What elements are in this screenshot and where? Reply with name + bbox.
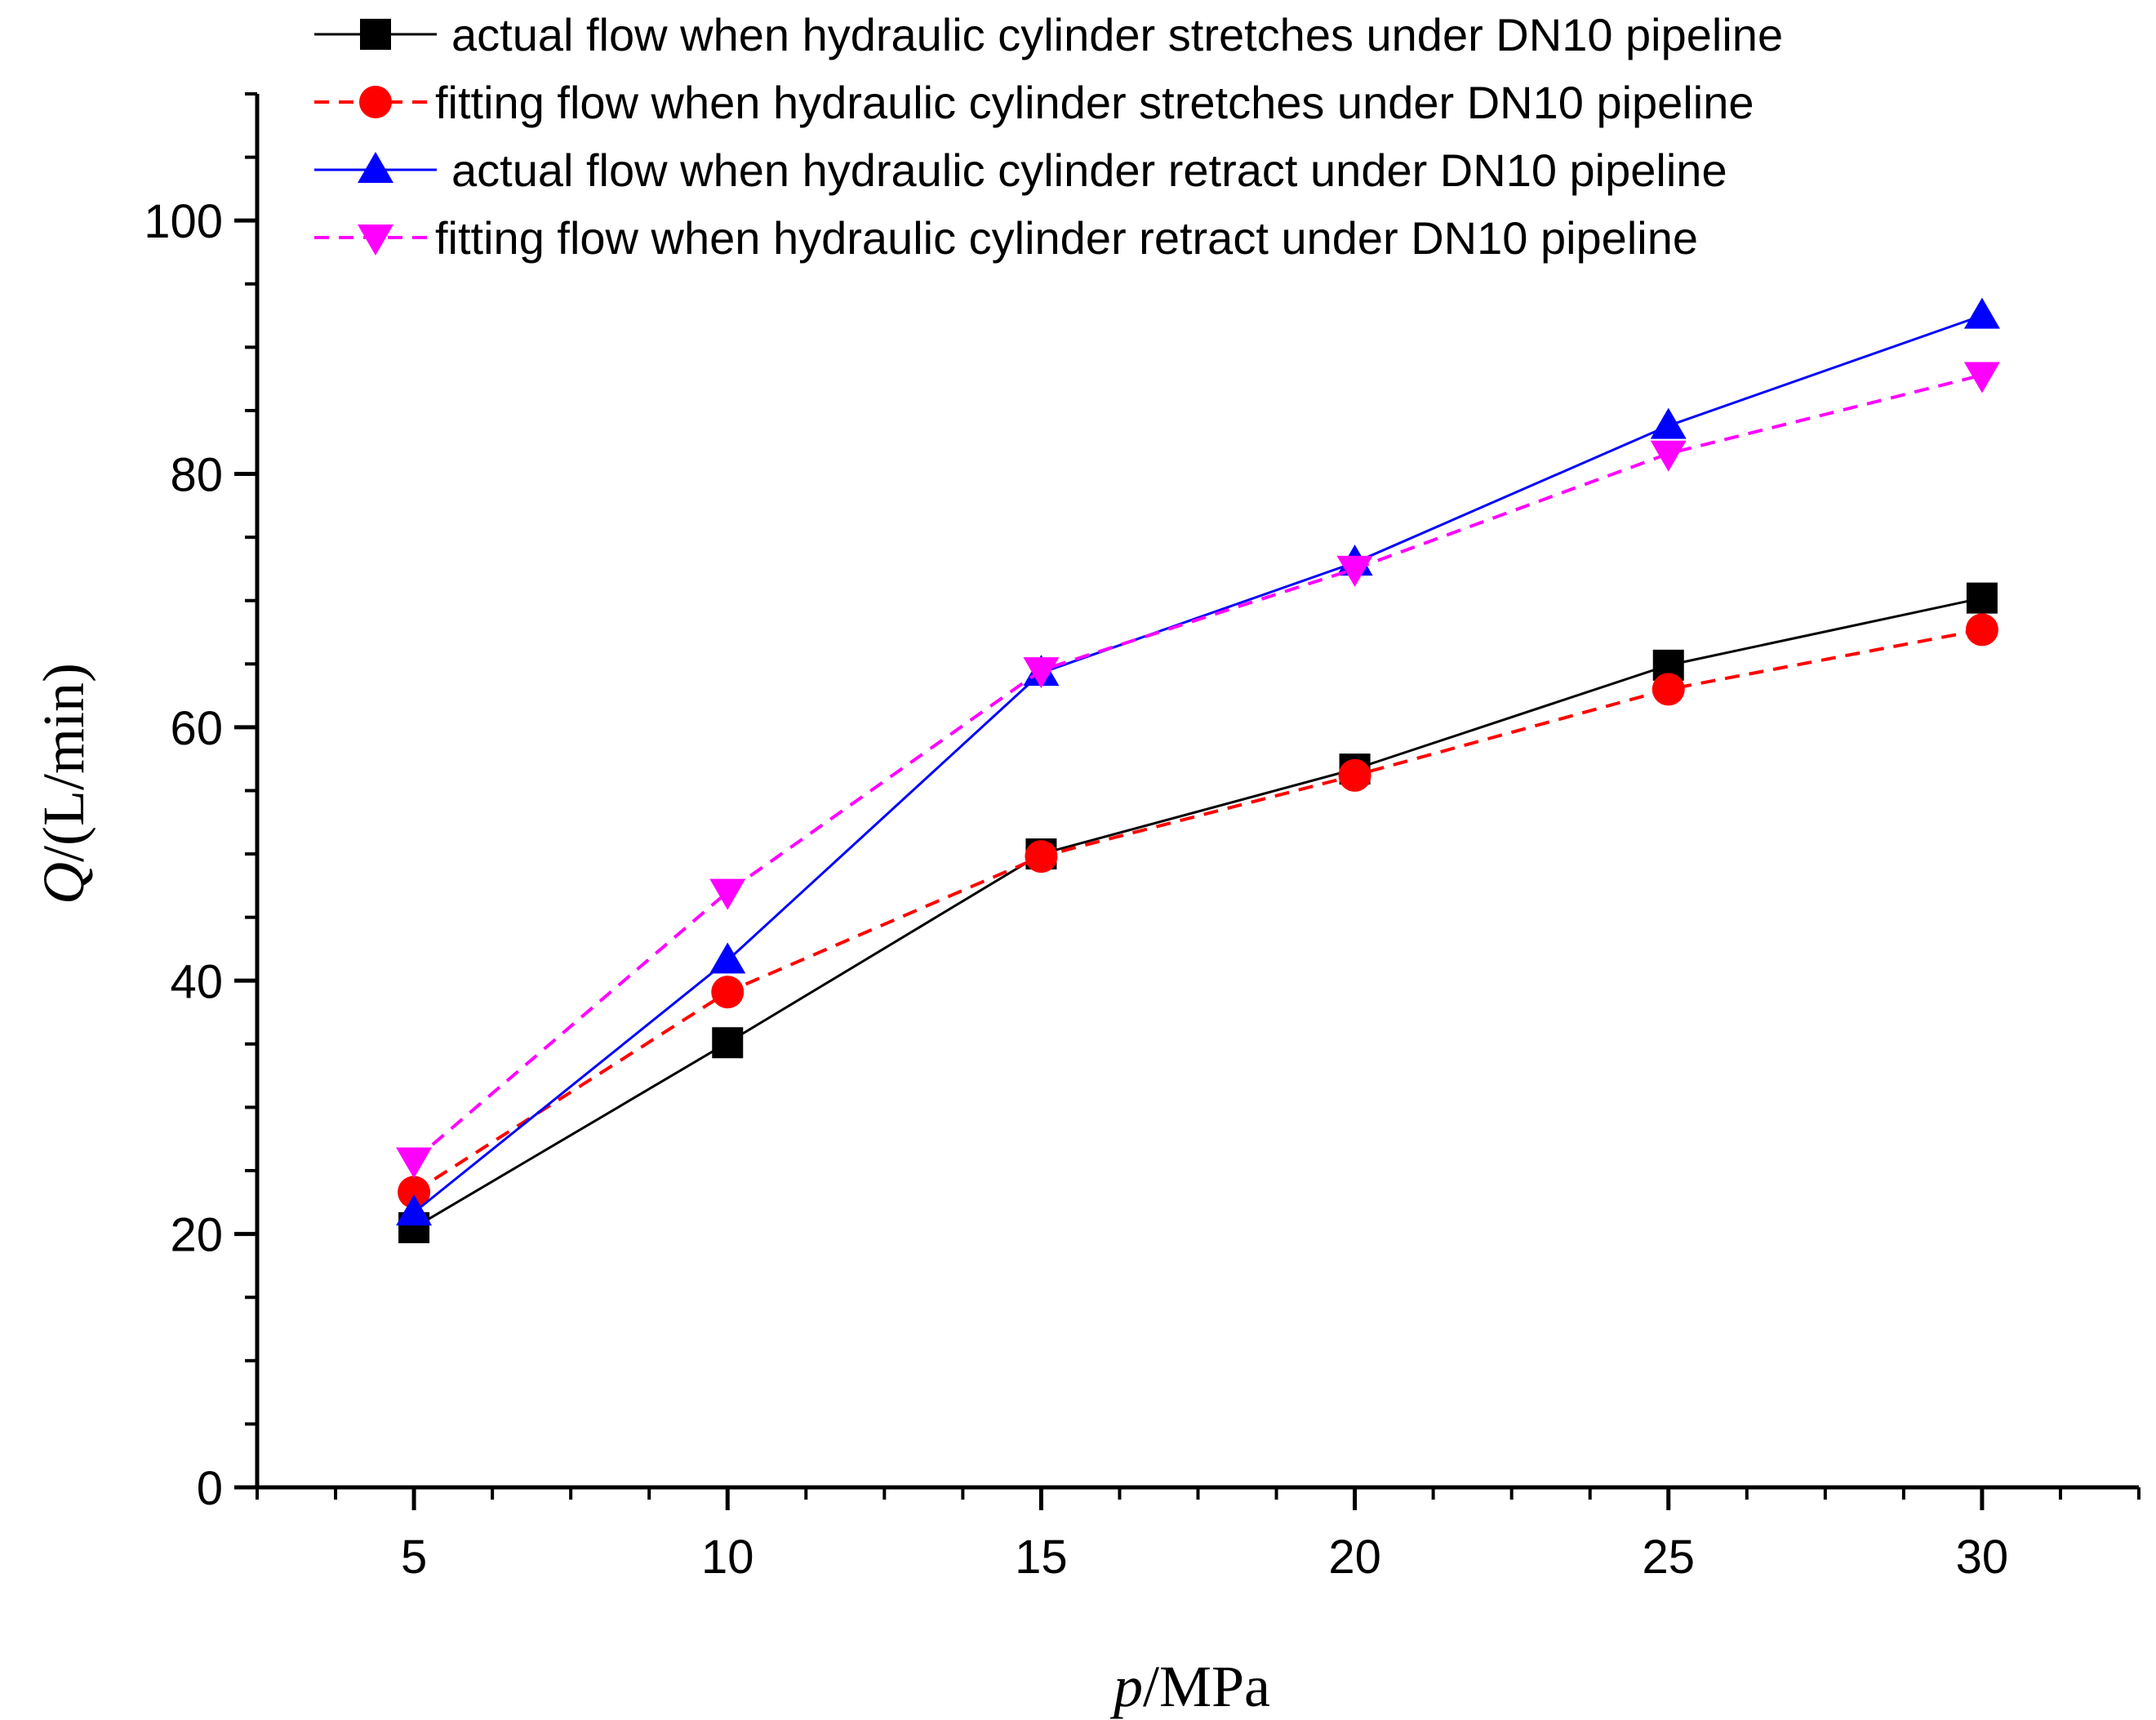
- series-line: [413, 314, 1983, 1214]
- data-point: [396, 1194, 433, 1226]
- legend-marker: [358, 152, 393, 183]
- data-point: [709, 878, 746, 910]
- data-point: [711, 976, 745, 1009]
- data-point: [1023, 657, 1060, 689]
- data-point: [1650, 407, 1687, 439]
- data-point: [709, 942, 746, 974]
- data-point: [1650, 440, 1687, 472]
- series-line: [413, 628, 1983, 1194]
- data-point: [1963, 297, 2000, 329]
- x-tick-label: 20: [1328, 1531, 1381, 1584]
- y-axis-title: Q/(L/min): [31, 663, 96, 904]
- y-tick-label: 100: [144, 195, 223, 248]
- y-tick-label: 20: [170, 1209, 223, 1262]
- y-tick-label: 0: [197, 1462, 223, 1515]
- y-tick-label: 80: [170, 449, 223, 502]
- data-point: [1966, 582, 1998, 614]
- series-3: [396, 297, 2000, 1226]
- axes: [255, 94, 2139, 1490]
- series-layer: [396, 297, 2000, 1243]
- x-axis-title: p/MPa: [1109, 1654, 1270, 1719]
- data-point: [1338, 758, 1371, 792]
- data-point: [1336, 555, 1373, 587]
- y-tick-label: 40: [170, 955, 223, 1008]
- data-point: [398, 1176, 431, 1209]
- series-2: [398, 613, 1998, 1209]
- data-point: [1651, 673, 1685, 706]
- y-tick-label: 60: [170, 702, 223, 755]
- data-point: [1963, 362, 2000, 393]
- data-point: [712, 1027, 744, 1059]
- legend-marker: [358, 224, 393, 256]
- series-line: [413, 597, 1983, 1229]
- x-tick-label: 30: [1956, 1531, 2009, 1584]
- legend-label: fitting flow when hydraulic cylinder str…: [435, 77, 1754, 128]
- legend-label: actual flow when hydraulic cylinder retr…: [451, 144, 1727, 196]
- data-point: [396, 1147, 433, 1179]
- x-tick-label: 25: [1642, 1531, 1695, 1584]
- x-tick-label: 5: [401, 1531, 427, 1584]
- legend-label: fitting flow when hydraulic cylinder ret…: [435, 212, 1698, 264]
- x-tick-label: 15: [1015, 1531, 1068, 1584]
- legend-marker: [360, 19, 391, 50]
- x-tick-label: 10: [701, 1531, 754, 1584]
- legend: actual flow when hydraulic cylinder stre…: [314, 9, 1783, 264]
- series-line: [412, 373, 1983, 1162]
- data-point: [1025, 840, 1058, 873]
- legend-marker: [359, 86, 392, 118]
- data-point: [1965, 613, 1998, 647]
- legend-label: actual flow when hydraulic cylinder stre…: [451, 9, 1783, 60]
- series-1: [398, 582, 1998, 1243]
- series-4: [396, 362, 2000, 1179]
- axis-ticks: 5 10 15 20 25 30 0 20 40 60 80 100: [144, 92, 2140, 1584]
